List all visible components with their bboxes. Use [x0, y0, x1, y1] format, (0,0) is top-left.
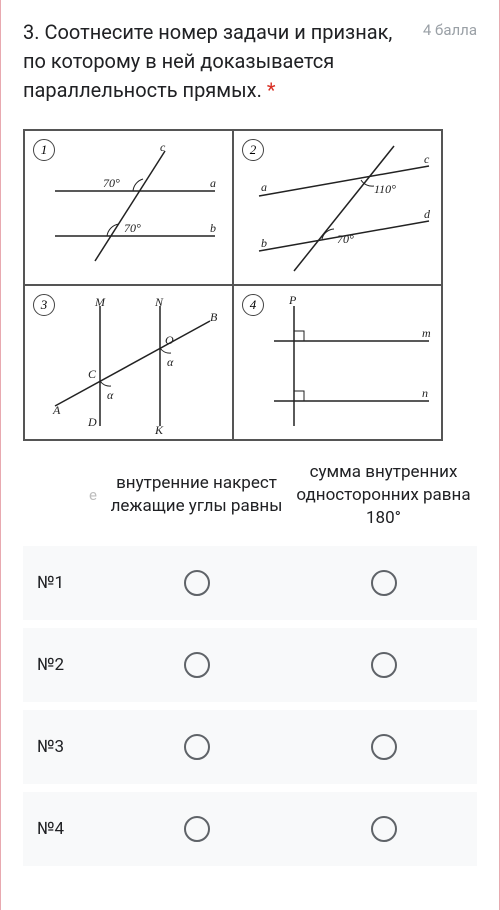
row-label-4: №4 [23, 819, 103, 839]
label-3O: O [165, 333, 174, 347]
label-2d: d [424, 207, 431, 221]
radio-4-2[interactable] [371, 816, 397, 842]
label-4m: m [422, 326, 431, 340]
label-3D: D [87, 415, 97, 429]
label-3N: N [154, 295, 164, 309]
label-2c: c [424, 152, 430, 166]
label-2a: a [261, 180, 267, 194]
question-body: Соотнесите номер задачи и признак, по ко… [23, 20, 392, 102]
diagram-grid: 1 70° 70° a b c 2 [23, 129, 443, 441]
grid-row: №2 [23, 628, 477, 702]
row-label-1: №1 [23, 573, 103, 593]
angle-2a: 110° [374, 182, 396, 196]
label-2b: b [261, 236, 267, 250]
question-header: 3. Соотнесите номер задачи и признак, по… [23, 18, 477, 105]
label-3M: M [94, 295, 106, 309]
diagram-svg-2: 110° 70° a c b d [234, 131, 444, 286]
label-3A: A [52, 403, 61, 417]
radio-3-1[interactable] [184, 734, 210, 760]
grid-row: №4 [23, 792, 477, 866]
column-header-1: внутренние накрест лежащие углы равны [103, 472, 290, 518]
label-4n: n [422, 386, 428, 400]
diagram-cell-1: 1 70° 70° a b c [24, 130, 233, 285]
label-3K: K [154, 423, 164, 437]
required-asterisk: * [267, 78, 276, 102]
row-label-2: №2 [23, 655, 103, 675]
diagram-svg-3: α α M N A B C D O K [25, 286, 235, 441]
question-number: 3. [23, 20, 40, 44]
diagram-cell-3: 3 α α M N A B C D O K [24, 285, 233, 440]
diagram-svg-1: 70° 70° a b c [25, 131, 235, 286]
grid-header: e внутренние накрест лежащие углы равны … [23, 453, 477, 546]
diagram-cell-2: 2 110° 70° a c b d [233, 130, 442, 285]
radio-1-2[interactable] [371, 570, 397, 596]
diagram-svg-4: P m n [234, 286, 444, 441]
label-1a: a [210, 176, 216, 190]
label-4P: P [288, 293, 297, 307]
stub-hint: e [23, 486, 103, 504]
diagram-cell-4: 4 P m n [233, 285, 442, 440]
label-3B: B [210, 310, 218, 324]
question-text: 3. Соотнесите номер задачи и признак, по… [23, 18, 413, 105]
question-card: 3. Соотнесите номер задачи и признак, по… [0, 0, 500, 910]
angle-2b: 70° [337, 232, 354, 246]
label-1c: c [160, 140, 166, 154]
angle-1b: 70° [124, 221, 141, 235]
points-label: 4 балла [423, 18, 477, 39]
grid-row: №3 [23, 710, 477, 784]
label-3C: C [88, 367, 97, 381]
radio-3-2[interactable] [371, 734, 397, 760]
radio-2-1[interactable] [184, 652, 210, 678]
grid-row: №1 [23, 546, 477, 620]
angle-3b: α [167, 355, 174, 369]
answer-grid: e внутренние накрест лежащие углы равны … [23, 453, 477, 866]
angle-3a: α [107, 388, 114, 402]
angle-1a: 70° [103, 176, 120, 190]
row-label-3: №3 [23, 737, 103, 757]
radio-2-2[interactable] [371, 652, 397, 678]
label-1b: b [210, 221, 216, 235]
column-header-2: сумма внутренних односторонних равна 180… [290, 461, 477, 530]
radio-1-1[interactable] [184, 570, 210, 596]
radio-4-1[interactable] [184, 816, 210, 842]
